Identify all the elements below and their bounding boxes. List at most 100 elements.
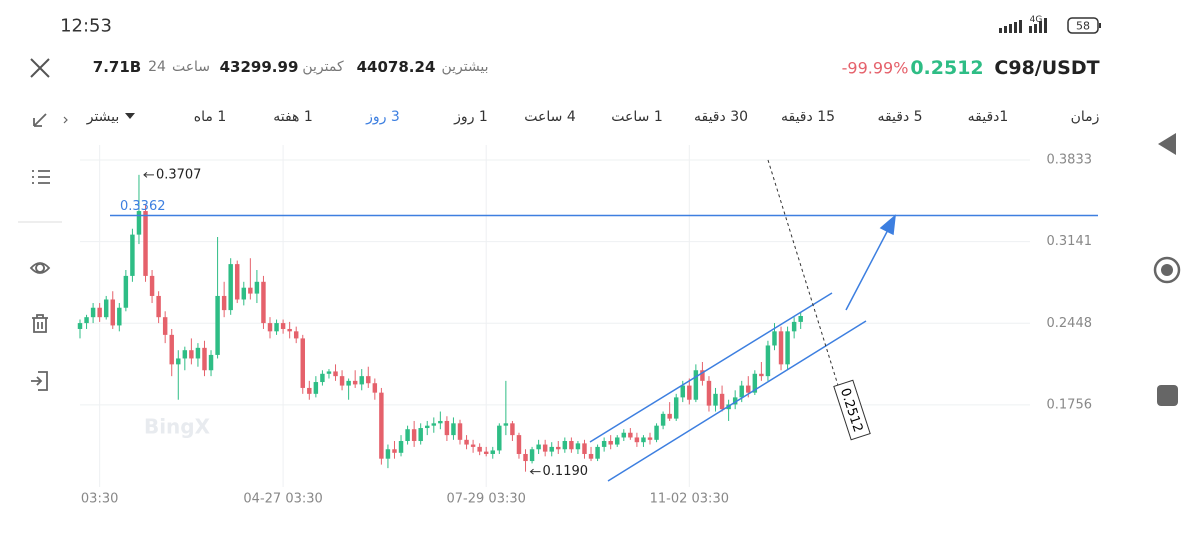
candle-body [411,429,417,442]
battery: 58 [1076,19,1090,33]
tab[interactable]: 30 دقیقه [693,109,749,125]
nav-home[interactable] [1153,256,1181,284]
candle-body [772,331,777,346]
candle-body [431,423,437,426]
candle-body [123,275,129,308]
y-tick-label: 0.1756 [1047,397,1093,412]
candle-body [608,441,613,445]
x-tick-label: 03:30 [81,492,118,507]
candle-body [706,380,712,406]
candle-body [287,328,292,332]
candle-body [169,334,174,365]
candle-body [490,450,495,454]
tab[interactable]: 5 دقیقه [877,109,923,125]
candle-body [438,420,443,424]
list-icon[interactable] [32,170,50,184]
candle-body [84,317,89,324]
candle-body [778,331,784,365]
candle-body [673,397,679,419]
candle-body [398,441,404,453]
tab[interactable]: 1 ماه [193,109,227,125]
max-arrow [143,171,154,178]
candle-body [425,425,430,429]
collapse-icon[interactable] [33,113,47,127]
candle-body [798,316,803,322]
eye-icon[interactable] [29,262,51,274]
candle-body [562,441,568,450]
x-tick-label: 04-27 03:30 [243,492,322,507]
tab[interactable]: زمان [1070,109,1100,125]
price: 0.2512 [910,57,984,79]
tab[interactable]: بیشتر [86,109,120,125]
candle-body [228,264,233,311]
candle-body [477,446,482,452]
channel-lower [607,320,867,482]
delete-icon[interactable] [32,314,48,333]
candle-body [700,370,705,381]
candle-body [110,299,115,326]
price-line [767,159,856,441]
candle-body [654,425,659,440]
price-tag: 0.2512 [833,379,871,441]
low-label: کمترین [302,59,344,75]
tab[interactable]: 3 روز [366,109,400,125]
period-unit: ساعت [171,59,211,75]
candle-body [202,347,207,371]
candle-body [464,439,469,445]
candle-body [405,429,410,442]
exit-icon[interactable] [31,371,48,391]
candle-body [392,449,397,453]
status-icons [999,17,1101,34]
nav-recent[interactable] [1157,385,1178,406]
candle-body [713,393,718,406]
candle-body [320,373,325,383]
tab[interactable]: 1دقیقه [967,109,1009,125]
candle-body [136,211,142,235]
candle-body [162,317,168,335]
symbol: C98/USDT [994,57,1100,79]
channel-upper [589,292,833,443]
candle-body [516,435,522,454]
nav-home-dot [1161,264,1173,276]
nav-back[interactable] [1158,133,1176,155]
tab[interactable]: 15 دقیقه [780,109,836,125]
candle-body [791,321,797,332]
candle-body [680,385,685,398]
candle-body [379,392,384,459]
candle-body [503,423,509,426]
candle-body [641,437,646,443]
candle-body [595,446,600,459]
candle-body [451,423,456,436]
x-tick-label: 11-02 03:30 [650,492,729,507]
high-label: بیشترین [441,59,489,75]
candle-body [182,350,188,359]
change: -99.99% [841,58,909,78]
candle-body [372,383,378,393]
volume: 7.71B [92,58,142,76]
candle-body [352,380,358,385]
tab[interactable]: 4 ساعت [524,109,576,125]
candle-body [267,323,273,332]
candle-body [326,371,332,374]
candle-body [575,443,581,450]
candle-body [307,387,312,394]
candle-body [523,453,528,462]
candle-body [248,287,253,294]
tab[interactable]: 1 هفته [273,109,313,125]
candle-body [346,380,351,386]
tab[interactable]: 1 ساعت [611,109,663,125]
tab[interactable]: 1 روز [454,109,488,125]
y-tick-label: 0.2448 [1047,316,1093,331]
candle-body [261,281,266,324]
candle-body [221,295,227,311]
candle-body [143,211,148,276]
candle-body [189,350,194,359]
candle-body [765,345,771,377]
candle-body [615,437,620,445]
close-button[interactable] [28,56,52,80]
candle-body [601,441,607,447]
low-value: 43299.99 [219,58,299,76]
candle-body [621,432,627,438]
